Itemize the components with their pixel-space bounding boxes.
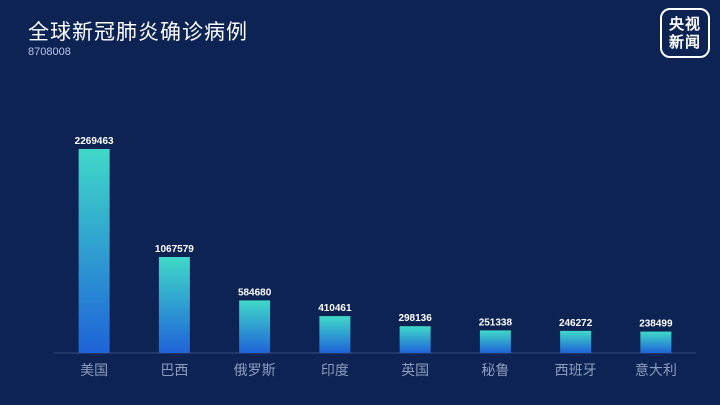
bar-7 bbox=[640, 331, 672, 353]
x-tick-label-2: 俄罗斯 bbox=[234, 363, 276, 379]
logo-line2: 新闻 bbox=[668, 33, 701, 51]
bar-6 bbox=[560, 330, 592, 353]
value-label-6: 246272 bbox=[559, 318, 593, 329]
logo-line1: 央视 bbox=[668, 15, 701, 33]
value-label-7: 238499 bbox=[639, 319, 673, 330]
value-label-2: 584680 bbox=[238, 287, 272, 298]
x-tick-label-4: 英国 bbox=[401, 362, 429, 379]
bar-5 bbox=[479, 330, 511, 353]
value-label-4: 298136 bbox=[398, 313, 432, 324]
x-tick-label-0: 美国 bbox=[80, 363, 108, 379]
value-label-0: 2269463 bbox=[75, 136, 114, 147]
value-label-3: 410461 bbox=[318, 303, 352, 314]
bar-4 bbox=[399, 326, 431, 353]
x-tick-label-6: 西班牙 bbox=[555, 363, 597, 379]
x-tick-label-7: 意大利 bbox=[635, 362, 677, 379]
bar-2 bbox=[239, 300, 271, 353]
x-tick-label-5: 秘鲁 bbox=[481, 363, 509, 379]
bar-0 bbox=[78, 149, 110, 353]
bar-3 bbox=[319, 316, 351, 353]
cctv-news-logo: 央视 新闻 bbox=[660, 8, 710, 58]
x-tick-label-1: 巴西 bbox=[160, 363, 188, 379]
value-label-5: 251338 bbox=[479, 317, 513, 328]
bar-1 bbox=[158, 257, 190, 353]
chart-subtitle: 8708008 bbox=[28, 46, 71, 58]
value-label-1: 1067579 bbox=[155, 244, 194, 255]
x-tick-label-3: 印度 bbox=[321, 363, 349, 379]
chart-title: 全球新冠肺炎确诊病例 bbox=[28, 20, 248, 44]
